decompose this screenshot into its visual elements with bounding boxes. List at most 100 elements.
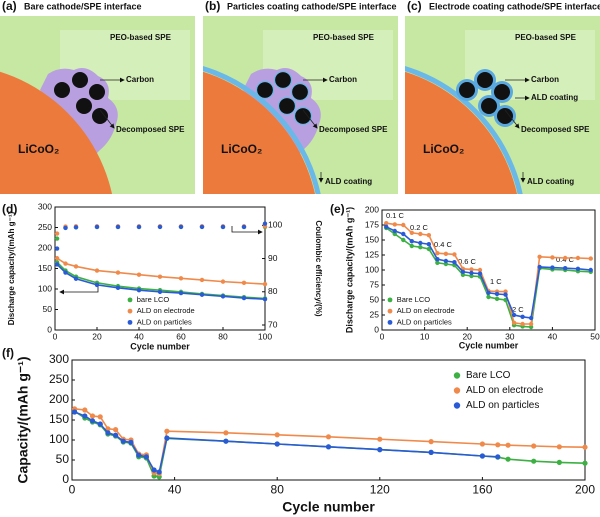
y-tick-label: 75 (370, 279, 380, 289)
data-point (392, 222, 397, 227)
axis-arrow (231, 226, 263, 235)
data-point (113, 432, 119, 438)
legend-label: ALD on particles (397, 317, 452, 326)
data-point (136, 288, 142, 293)
legend-label: Bare LCO (466, 370, 511, 381)
data-point (469, 267, 474, 272)
data-point (505, 456, 511, 462)
legend-marker (127, 308, 133, 314)
legend-marker (387, 319, 393, 325)
data-point (262, 297, 268, 302)
data-point (477, 267, 483, 273)
data-point (582, 444, 588, 450)
legend-label: ALD on electrode (137, 306, 195, 315)
legend-label: ALD on particles (466, 400, 539, 411)
carbon (494, 84, 510, 100)
data-point (223, 430, 229, 436)
legend-marker (127, 297, 133, 303)
data-point (418, 240, 423, 246)
data-point (418, 245, 423, 250)
data-point (274, 432, 280, 438)
data-point (528, 315, 534, 321)
ald-label: ALD coating (527, 177, 574, 186)
diagram-panel: (b) Particles coating cathode/SPE interfa… (203, 0, 398, 194)
data-point (426, 233, 432, 238)
data-point (494, 296, 500, 301)
y-tick-label: 150 (365, 234, 379, 244)
data-point (113, 427, 119, 433)
y-tick-label: 200 (365, 204, 379, 214)
particle-coating (277, 96, 297, 116)
data-point (136, 224, 142, 230)
data-point (556, 444, 562, 450)
carbon (481, 98, 497, 114)
data-point (325, 434, 332, 440)
data-point (97, 414, 103, 420)
data-point (115, 285, 121, 290)
data-point (71, 409, 78, 415)
data-point (435, 257, 440, 262)
data-point (199, 277, 205, 283)
data-point (151, 467, 157, 473)
annotation: 1 C (490, 277, 502, 286)
x-tick-label: 30 (505, 331, 515, 341)
carbon (89, 84, 105, 100)
data-point (418, 231, 423, 237)
particle-coating (290, 82, 310, 102)
data-point (511, 320, 517, 325)
data-point (435, 260, 440, 265)
data-point (54, 262, 60, 267)
carbon (54, 82, 70, 98)
data-point (82, 407, 88, 413)
spe-label: PEO-based SPE (313, 33, 375, 42)
legend-label: ALD on electrode (397, 306, 455, 315)
ald-label: ALD coating (325, 177, 372, 186)
x-tick-label: 40 (134, 331, 144, 341)
data-point (63, 270, 68, 275)
data-point (157, 289, 163, 295)
cathode (0, 71, 113, 194)
data-point (94, 282, 100, 288)
x-tick-label: 10 (420, 331, 430, 341)
data-point (94, 268, 100, 273)
y-tick-label: 25 (370, 309, 380, 319)
data-point (157, 274, 163, 279)
cathode-label: LiCoO₂ (221, 142, 262, 156)
annotation: 0.6 C (458, 257, 477, 266)
x-axis-title: Cycle number (130, 341, 190, 351)
y2-axis-title: Coulombic efficiency/(%) (314, 220, 323, 317)
data-point (479, 441, 485, 447)
annotation: 0.1 C (386, 211, 405, 220)
data-point (528, 321, 534, 327)
cathode-label: LiCoO₂ (423, 142, 464, 156)
y-tick-label: 200 (49, 392, 69, 406)
x-tick-label: 200 (575, 482, 595, 496)
x-tick-label: 60 (176, 331, 186, 341)
legend-marker (453, 402, 461, 409)
carbon (72, 72, 88, 88)
data-point (562, 266, 568, 271)
ald-label: ALD coating (531, 93, 578, 102)
data-point (262, 221, 268, 226)
data-point (556, 459, 562, 465)
x-tick-label: 0 (69, 482, 76, 496)
diagram-body (405, 16, 600, 194)
data-point (588, 256, 593, 261)
y2-tick-label: 90 (268, 253, 278, 263)
data-point (582, 460, 588, 466)
y-tick-label: 175 (365, 219, 379, 229)
y-tick-label: 250 (38, 222, 52, 232)
pointer (504, 109, 520, 129)
data-point (241, 280, 247, 286)
pointer (302, 109, 318, 129)
data-point (115, 224, 121, 230)
data-point (262, 281, 268, 287)
data-point (199, 292, 205, 297)
carbon (295, 108, 311, 124)
carbon (477, 72, 493, 88)
y-axis-title: Discharge capacity/(mAh g⁻¹) (7, 211, 16, 325)
carbon-label: Carbon (531, 75, 559, 84)
x-tick-label: 0 (53, 331, 58, 341)
y-axis-title: Discharge capacity/(mAh g⁻¹) (344, 207, 354, 333)
y-tick-label: 125 (365, 249, 379, 259)
